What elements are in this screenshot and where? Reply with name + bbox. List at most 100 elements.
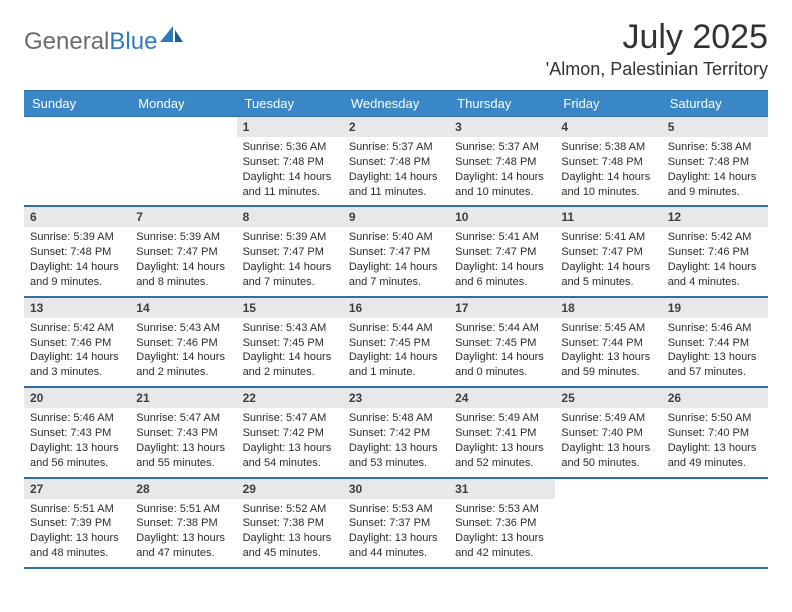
sunrise-text: Sunrise: 5:51 AM — [136, 502, 230, 517]
sunset-text: Sunset: 7:44 PM — [668, 336, 762, 351]
sunset-text: Sunset: 7:48 PM — [349, 155, 443, 170]
sunrise-text: Sunrise: 5:44 AM — [349, 321, 443, 336]
day-cell: .. — [130, 117, 236, 205]
week-row: ....1Sunrise: 5:36 AMSunset: 7:48 PMDayl… — [24, 117, 768, 207]
day-number: 4 — [555, 117, 661, 137]
sunset-text: Sunset: 7:42 PM — [243, 426, 337, 441]
daylight-text: Daylight: 14 hours and 11 minutes. — [349, 170, 443, 200]
daylight-text: Daylight: 14 hours and 4 minutes. — [668, 260, 762, 290]
day-cell: 29Sunrise: 5:52 AMSunset: 7:38 PMDayligh… — [237, 479, 343, 567]
weeks-container: ....1Sunrise: 5:36 AMSunset: 7:48 PMDayl… — [24, 117, 768, 569]
sunset-text: Sunset: 7:48 PM — [30, 245, 124, 260]
sunset-text: Sunset: 7:40 PM — [668, 426, 762, 441]
sunrise-text: Sunrise: 5:39 AM — [30, 230, 124, 245]
day-cell: 3Sunrise: 5:37 AMSunset: 7:48 PMDaylight… — [449, 117, 555, 205]
week-row: 13Sunrise: 5:42 AMSunset: 7:46 PMDayligh… — [24, 298, 768, 388]
day-number: 10 — [449, 207, 555, 227]
day-body: Sunrise: 5:44 AMSunset: 7:45 PMDaylight:… — [449, 318, 555, 386]
sunset-text: Sunset: 7:43 PM — [30, 426, 124, 441]
sunrise-text: Sunrise: 5:41 AM — [455, 230, 549, 245]
sunset-text: Sunset: 7:45 PM — [455, 336, 549, 351]
sunset-text: Sunset: 7:48 PM — [668, 155, 762, 170]
sunset-text: Sunset: 7:46 PM — [136, 336, 230, 351]
day-cell: 31Sunrise: 5:53 AMSunset: 7:36 PMDayligh… — [449, 479, 555, 567]
day-body: Sunrise: 5:39 AMSunset: 7:47 PMDaylight:… — [237, 227, 343, 295]
sunset-text: Sunset: 7:36 PM — [455, 516, 549, 531]
day-body: Sunrise: 5:53 AMSunset: 7:37 PMDaylight:… — [343, 499, 449, 567]
header: GeneralBlue July 2025 'Almon, Palestinia… — [24, 18, 768, 86]
sunrise-text: Sunrise: 5:38 AM — [668, 140, 762, 155]
brand-blue: Blue — [109, 28, 157, 55]
sunset-text: Sunset: 7:41 PM — [455, 426, 549, 441]
day-number: 18 — [555, 298, 661, 318]
sunrise-text: Sunrise: 5:44 AM — [455, 321, 549, 336]
sunrise-text: Sunrise: 5:42 AM — [30, 321, 124, 336]
day-number: 25 — [555, 388, 661, 408]
day-cell: 2 Sunrise: 5:37 AMSunset: 7:48 PMDaylight… — [343, 117, 449, 205]
page: GeneralBlue July 2025 'Almon, Palestinia… — [0, 0, 792, 587]
day-cell: 1Sunrise: 5:36 AMSunset: 7:48 PMDaylight… — [237, 117, 343, 205]
day-cell: 27Sunrise: 5:51 AMSunset: 7:39 PMDayligh… — [24, 479, 130, 567]
day-body: Sunrise: 5:53 AMSunset: 7:36 PMDaylight:… — [449, 499, 555, 567]
calendar: SundayMondayTuesdayWednesdayThursdayFrid… — [24, 90, 768, 569]
sunrise-text: Sunrise: 5:41 AM — [561, 230, 655, 245]
sunrise-text: Sunrise: 5:39 AM — [243, 230, 337, 245]
day-number: 19 — [662, 298, 768, 318]
day-cell: 7Sunrise: 5:39 AMSunset: 7:47 PMDaylight… — [130, 207, 236, 295]
daylight-text: Daylight: 13 hours and 54 minutes. — [243, 441, 337, 471]
brand-text: GeneralBlue — [24, 28, 157, 56]
sunrise-text: Sunrise: 5:53 AM — [455, 502, 549, 517]
daylight-text: Daylight: 14 hours and 9 minutes. — [668, 170, 762, 200]
sunrise-text: Sunrise: 5:51 AM — [30, 502, 124, 517]
day-body: Sunrise: 5:38 AMSunset: 7:48 PMDaylight:… — [662, 137, 768, 205]
day-number: 13 — [24, 298, 130, 318]
sunrise-text: Sunrise: 5:37 AM — [349, 140, 443, 155]
sunset-text: Sunset: 7:47 PM — [136, 245, 230, 260]
day-cell: 11Sunrise: 5:41 AMSunset: 7:47 PMDayligh… — [555, 207, 661, 295]
day-number: 17 — [449, 298, 555, 318]
day-body: Sunrise: 5:43 AMSunset: 7:46 PMDaylight:… — [130, 318, 236, 386]
daylight-text: Daylight: 14 hours and 1 minute. — [349, 350, 443, 380]
day-cell: 6Sunrise: 5:39 AMSunset: 7:48 PMDaylight… — [24, 207, 130, 295]
sunrise-text: Sunrise: 5:39 AM — [136, 230, 230, 245]
weekday-cell: Tuesday — [237, 90, 343, 117]
sunset-text: Sunset: 7:47 PM — [455, 245, 549, 260]
day-number: 9 — [343, 207, 449, 227]
day-number: 1 — [237, 117, 343, 137]
sunset-text: Sunset: 7:39 PM — [30, 516, 124, 531]
daylight-text: Daylight: 14 hours and 8 minutes. — [136, 260, 230, 290]
day-cell: 23Sunrise: 5:48 AMSunset: 7:42 PMDayligh… — [343, 388, 449, 476]
day-body: Sunrise: 5:51 AMSunset: 7:38 PMDaylight:… — [130, 499, 236, 567]
sunset-text: Sunset: 7:40 PM — [561, 426, 655, 441]
day-body: Sunrise: 5:46 AMSunset: 7:43 PMDaylight:… — [24, 408, 130, 476]
sunset-text: Sunset: 7:48 PM — [455, 155, 549, 170]
day-body: Sunrise: 5:42 AMSunset: 7:46 PMDaylight:… — [24, 318, 130, 386]
day-number: 11 — [555, 207, 661, 227]
sunset-text: Sunset: 7:37 PM — [349, 516, 443, 531]
day-number: 12 — [662, 207, 768, 227]
day-cell: 14Sunrise: 5:43 AMSunset: 7:46 PMDayligh… — [130, 298, 236, 386]
day-body: Sunrise: 5:48 AMSunset: 7:42 PMDaylight:… — [343, 408, 449, 476]
sunset-text: Sunset: 7:42 PM — [349, 426, 443, 441]
day-cell: 13Sunrise: 5:42 AMSunset: 7:46 PMDayligh… — [24, 298, 130, 386]
sunset-text: Sunset: 7:47 PM — [349, 245, 443, 260]
sunset-text: Sunset: 7:45 PM — [243, 336, 337, 351]
day-cell: 9Sunrise: 5:40 AMSunset: 7:47 PMDaylight… — [343, 207, 449, 295]
day-body: Sunrise: 5:39 AMSunset: 7:48 PMDaylight:… — [24, 227, 130, 295]
sunrise-text: Sunrise: 5:43 AM — [136, 321, 230, 336]
day-number: 30 — [343, 479, 449, 499]
daylight-text: Daylight: 13 hours and 47 minutes. — [136, 531, 230, 561]
daylight-text: Daylight: 13 hours and 45 minutes. — [243, 531, 337, 561]
day-body: Sunrise: 5:41 AMSunset: 7:47 PMDaylight:… — [449, 227, 555, 295]
weekday-header-row: SundayMondayTuesdayWednesdayThursdayFrid… — [24, 90, 768, 117]
day-number: 3 — [449, 117, 555, 137]
day-cell: .. — [555, 479, 661, 567]
day-number: 2 — [343, 117, 449, 137]
day-cell: 20Sunrise: 5:46 AMSunset: 7:43 PMDayligh… — [24, 388, 130, 476]
day-number: 31 — [449, 479, 555, 499]
sunrise-text: Sunrise: 5:53 AM — [349, 502, 443, 517]
sunset-text: Sunset: 7:38 PM — [136, 516, 230, 531]
sunrise-text: Sunrise: 5:47 AM — [136, 411, 230, 426]
daylight-text: Daylight: 13 hours and 55 minutes. — [136, 441, 230, 471]
day-number: 28 — [130, 479, 236, 499]
